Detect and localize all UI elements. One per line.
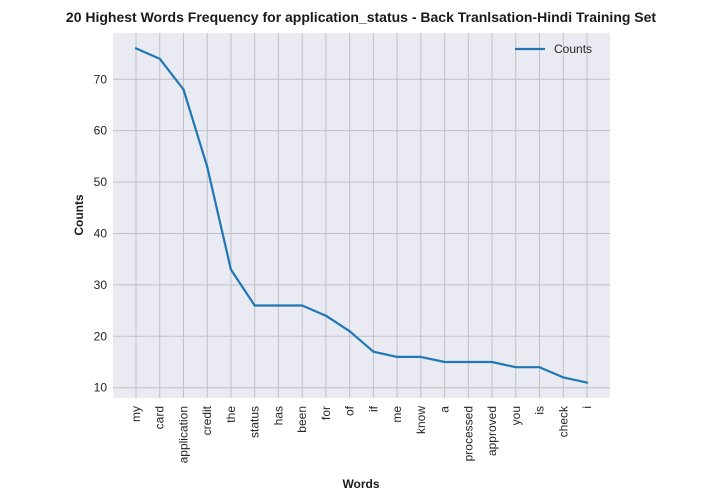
x-tick-label: you: [509, 406, 523, 425]
chart-title: 20 Highest Words Frequency for applicati…: [66, 9, 657, 25]
x-tick-label: status: [248, 406, 262, 438]
x-tick-label: know: [414, 406, 428, 434]
x-tick-label: application: [176, 406, 190, 463]
x-tick-label: i: [580, 406, 594, 409]
x-tick-label: approved: [485, 406, 499, 456]
legend: Counts: [515, 42, 592, 56]
legend-label-counts: Counts: [554, 42, 592, 56]
data-point: [443, 360, 446, 364]
y-tick-label: 20: [94, 329, 108, 343]
data-point: [538, 366, 541, 369]
y-tick-label: 30: [94, 278, 108, 292]
x-axis-label: Words: [342, 477, 379, 491]
series-line-counts: [134, 47, 589, 384]
x-tick-label: is: [533, 406, 547, 415]
data-point: [158, 57, 161, 60]
y-tick-label: 50: [94, 175, 108, 189]
data-point: [301, 304, 304, 307]
data-point: [229, 268, 232, 271]
data-point: [206, 165, 209, 168]
x-tick-label: my: [129, 406, 143, 422]
data-point: [324, 314, 327, 317]
data-point: [585, 381, 589, 384]
data-point: [277, 304, 280, 307]
x-tick-label: a: [438, 406, 452, 413]
x-tick-label: for: [319, 406, 333, 420]
data-point: [396, 355, 399, 358]
x-tick-label: if: [366, 405, 380, 412]
y-tick-label: 70: [94, 72, 108, 86]
data-point: [182, 88, 185, 91]
data-point: [348, 330, 351, 333]
data-point: [562, 376, 565, 379]
x-tick-label: the: [224, 406, 238, 423]
series-layer: [134, 47, 589, 384]
y-tick-label: 60: [94, 124, 108, 138]
x-tick-label: of: [343, 405, 357, 416]
x-tick-label: been: [295, 406, 309, 433]
data-point: [467, 360, 470, 364]
y-tick-label: 40: [94, 226, 108, 240]
x-tick-label: has: [271, 406, 285, 425]
data-point: [372, 350, 375, 353]
x-tick-label: card: [153, 406, 167, 429]
data-point: [419, 355, 422, 358]
y-axis-ticks: 10 20 30 40 50 60 70: [94, 72, 108, 394]
data-point: [134, 47, 138, 50]
y-tick-label: 10: [94, 381, 108, 395]
data-point: [253, 304, 256, 307]
x-axis-ticks: my card application credit the status has been f…: [129, 405, 594, 463]
x-tick-label: me: [390, 406, 404, 423]
x-tick-label: check: [556, 405, 570, 437]
data-point: [491, 360, 494, 364]
y-axis-label: Counts: [72, 194, 86, 236]
x-tick-label: processed: [461, 406, 475, 461]
data-point: [514, 366, 517, 369]
x-tick-label: credit: [200, 405, 214, 435]
plot-area: [113, 33, 610, 398]
